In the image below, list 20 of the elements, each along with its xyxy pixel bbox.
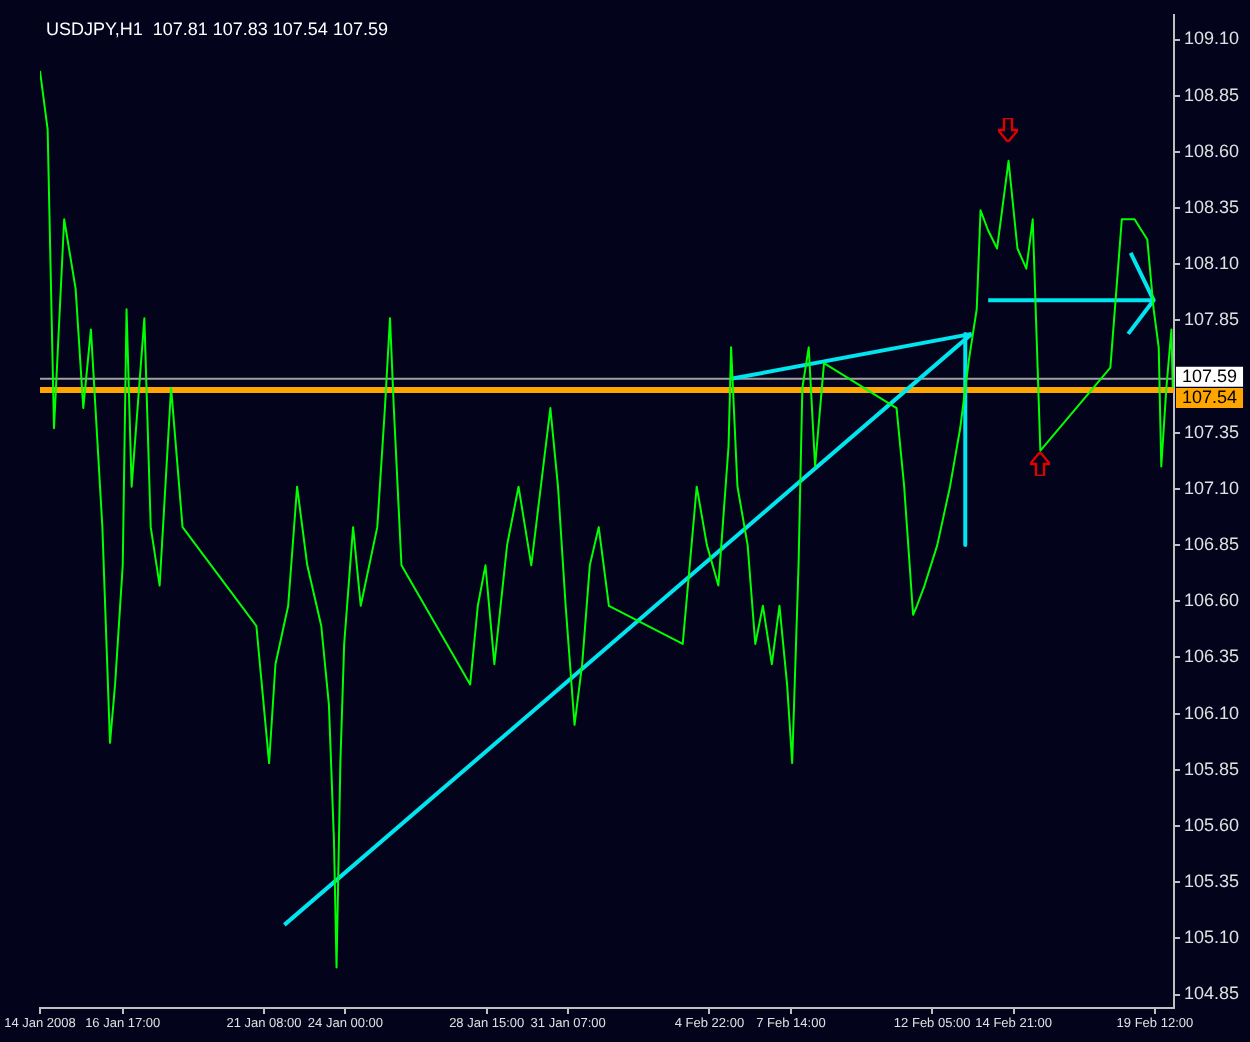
y-tick-label: 105.85 [1184,758,1240,779]
y-tick-label: 108.35 [1184,197,1240,218]
y-tick-label: 105.10 [1184,927,1240,948]
chart-title: USDJPY,H1 107.81 107.83 107.54 107.59 [46,18,388,39]
y-tick-label: 107.35 [1184,421,1240,442]
y-tick-label: 108.60 [1184,140,1240,161]
y-tick-label: 107.85 [1184,309,1240,330]
y-tick-label: 109.10 [1184,28,1240,49]
y-tick-label: 106.10 [1184,702,1240,723]
y-tick-label: 107.10 [1184,477,1240,498]
y-tick-label: 108.10 [1184,253,1240,274]
y-tick-label: 104.85 [1184,983,1240,1004]
y-tick-label: 106.85 [1184,534,1240,555]
ref-line-label: 107.54 [1182,387,1238,408]
y-tick-label: 108.85 [1184,84,1240,105]
y-tick-label: 106.35 [1184,646,1240,667]
y-tick-label: 106.60 [1184,590,1240,611]
ref-line-label: 107.59 [1182,365,1238,386]
y-tick-label: 105.35 [1184,871,1240,892]
y-tick-label: 105.60 [1184,814,1240,835]
